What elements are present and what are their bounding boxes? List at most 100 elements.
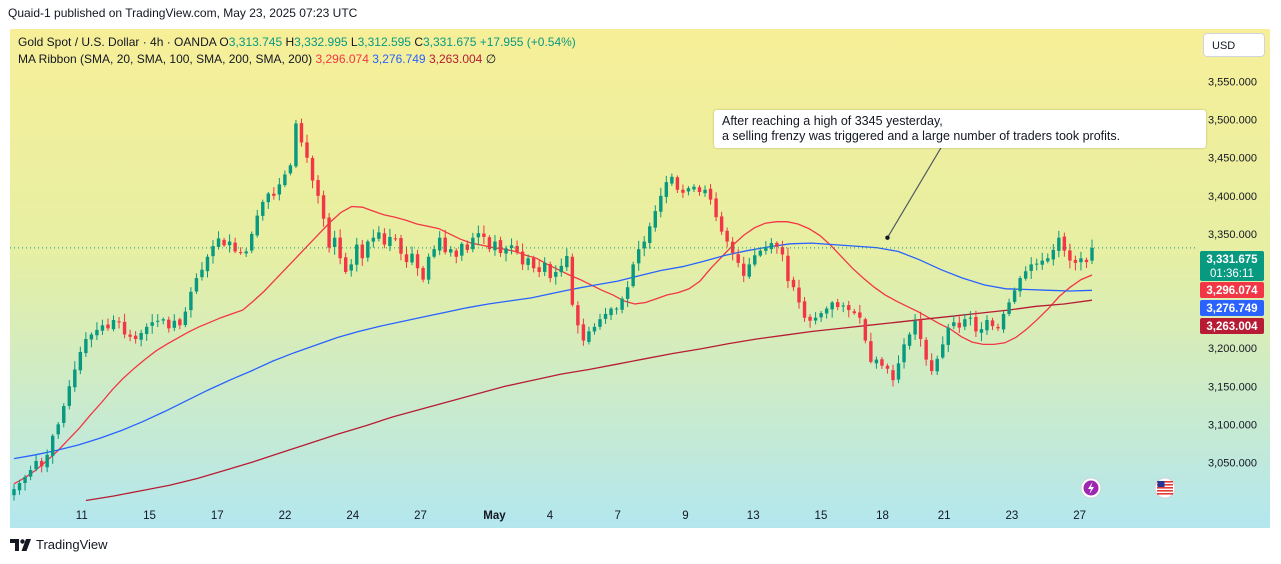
candle-body bbox=[847, 305, 851, 311]
candle-body bbox=[835, 302, 840, 308]
candle-body bbox=[957, 322, 962, 328]
candle-body bbox=[504, 248, 508, 254]
candle-body bbox=[34, 460, 38, 470]
candle-body bbox=[338, 237, 342, 259]
chart-background bbox=[10, 29, 1270, 528]
tradingview-logo-icon bbox=[10, 538, 31, 551]
price-label-text: 3,331.675 bbox=[1206, 254, 1258, 266]
sma200-value: 3,263.004 bbox=[428, 52, 483, 66]
x-tick-label: 21 bbox=[938, 510, 951, 522]
candle-body bbox=[249, 233, 254, 251]
sma200-line bbox=[85, 299, 1093, 502]
price-label-box bbox=[1200, 251, 1264, 281]
candle-body bbox=[1062, 236, 1067, 251]
candle-body bbox=[697, 187, 702, 193]
legend-row-ma: MA Ribbon (SMA, 20, SMA, 100, SMA, 200, … bbox=[18, 51, 576, 68]
x-tick-label: 4 bbox=[547, 510, 554, 522]
candle-body bbox=[902, 344, 906, 363]
candle-body bbox=[692, 186, 696, 190]
x-tick-label: 13 bbox=[747, 510, 760, 522]
close-label: C bbox=[414, 35, 423, 49]
candle-body bbox=[1007, 302, 1011, 314]
candle-body bbox=[266, 193, 271, 203]
candle-body bbox=[758, 250, 763, 256]
tradingview-brand[interactable]: TradingView bbox=[10, 537, 108, 552]
candle-body bbox=[952, 322, 956, 327]
candle-body bbox=[360, 244, 364, 259]
candle-body bbox=[819, 313, 823, 318]
candle-body bbox=[310, 157, 315, 181]
candle-body bbox=[963, 319, 967, 327]
candle-body bbox=[813, 317, 818, 321]
candle-body bbox=[548, 264, 552, 279]
candle-body bbox=[780, 247, 785, 255]
candle-body bbox=[614, 308, 619, 310]
candle-body bbox=[404, 254, 409, 263]
candle-body bbox=[449, 249, 453, 253]
y-tick-label: 3,200.000 bbox=[1208, 343, 1257, 355]
candle-body bbox=[603, 313, 608, 319]
candle-body bbox=[791, 279, 796, 288]
candle-body bbox=[742, 263, 746, 276]
candle-body bbox=[1035, 263, 1039, 265]
candle-body bbox=[520, 251, 525, 265]
candle-body bbox=[537, 267, 541, 272]
candle-body bbox=[178, 319, 182, 326]
candle-body bbox=[841, 305, 845, 307]
candle-body bbox=[681, 189, 685, 193]
candle-body bbox=[625, 287, 630, 299]
candle-body bbox=[708, 188, 713, 200]
candle-body bbox=[283, 174, 287, 186]
candle-body bbox=[471, 237, 475, 250]
candle-body bbox=[371, 237, 376, 242]
y-tick-label: 3,150.000 bbox=[1208, 381, 1257, 393]
candle-body bbox=[764, 247, 768, 251]
candle-body bbox=[332, 237, 337, 248]
candle-body bbox=[56, 424, 60, 435]
candle-body bbox=[730, 241, 735, 253]
candlestick-chart[interactable]: 3,600.0003,550.0003,500.0003,450.0003,40… bbox=[10, 29, 1270, 528]
x-tick-label: 27 bbox=[414, 510, 427, 522]
candle-body bbox=[636, 249, 641, 264]
price-label-text: 3,276.749 bbox=[1206, 303, 1257, 315]
candle-body bbox=[28, 470, 33, 477]
candle-body bbox=[824, 308, 829, 314]
candle-body bbox=[415, 254, 420, 269]
y-tick-label: 3,100.000 bbox=[1208, 419, 1257, 431]
candle-body bbox=[913, 320, 917, 335]
candle-body bbox=[144, 326, 149, 335]
x-tick-label: 24 bbox=[346, 510, 359, 522]
annotation-arrow bbox=[886, 140, 946, 239]
candle-body bbox=[95, 329, 99, 336]
candle-body bbox=[797, 287, 801, 303]
candle-body bbox=[1057, 237, 1061, 251]
candle-body bbox=[686, 188, 691, 192]
candle-body bbox=[924, 339, 928, 360]
candle-body bbox=[542, 262, 547, 272]
candle-body bbox=[703, 189, 707, 194]
candle-body bbox=[714, 198, 718, 218]
ma-ribbon-label: MA Ribbon (SMA, 20, SMA, 100, SMA, 200, … bbox=[18, 52, 313, 66]
annotation-callout[interactable]: After reaching a high of 3345 yesterday,… bbox=[714, 110, 1206, 148]
candle-body bbox=[576, 305, 580, 326]
x-tick-label: 15 bbox=[815, 510, 828, 522]
candle-body bbox=[996, 326, 1000, 329]
candle-body bbox=[172, 320, 177, 328]
candle-body bbox=[117, 321, 121, 323]
candle-body bbox=[100, 325, 105, 331]
sma100-value: 3,276.749 bbox=[372, 52, 426, 66]
candle-body bbox=[106, 324, 110, 329]
currency-selector[interactable]: USD bbox=[1203, 33, 1265, 57]
candle-body bbox=[426, 256, 431, 280]
candle-body bbox=[150, 322, 154, 326]
candle-body bbox=[769, 243, 774, 250]
candle-body bbox=[156, 320, 160, 322]
candle-body bbox=[929, 360, 934, 372]
price-label-text: 3,296.074 bbox=[1206, 285, 1258, 297]
flash-event-icon bbox=[1080, 477, 1102, 499]
x-tick-label: 17 bbox=[211, 510, 224, 522]
candle-body bbox=[421, 267, 425, 280]
candle-body bbox=[1073, 259, 1078, 263]
candle-body bbox=[592, 326, 597, 332]
chart-area[interactable]: 3,600.0003,550.0003,500.0003,450.0003,40… bbox=[10, 29, 1270, 528]
